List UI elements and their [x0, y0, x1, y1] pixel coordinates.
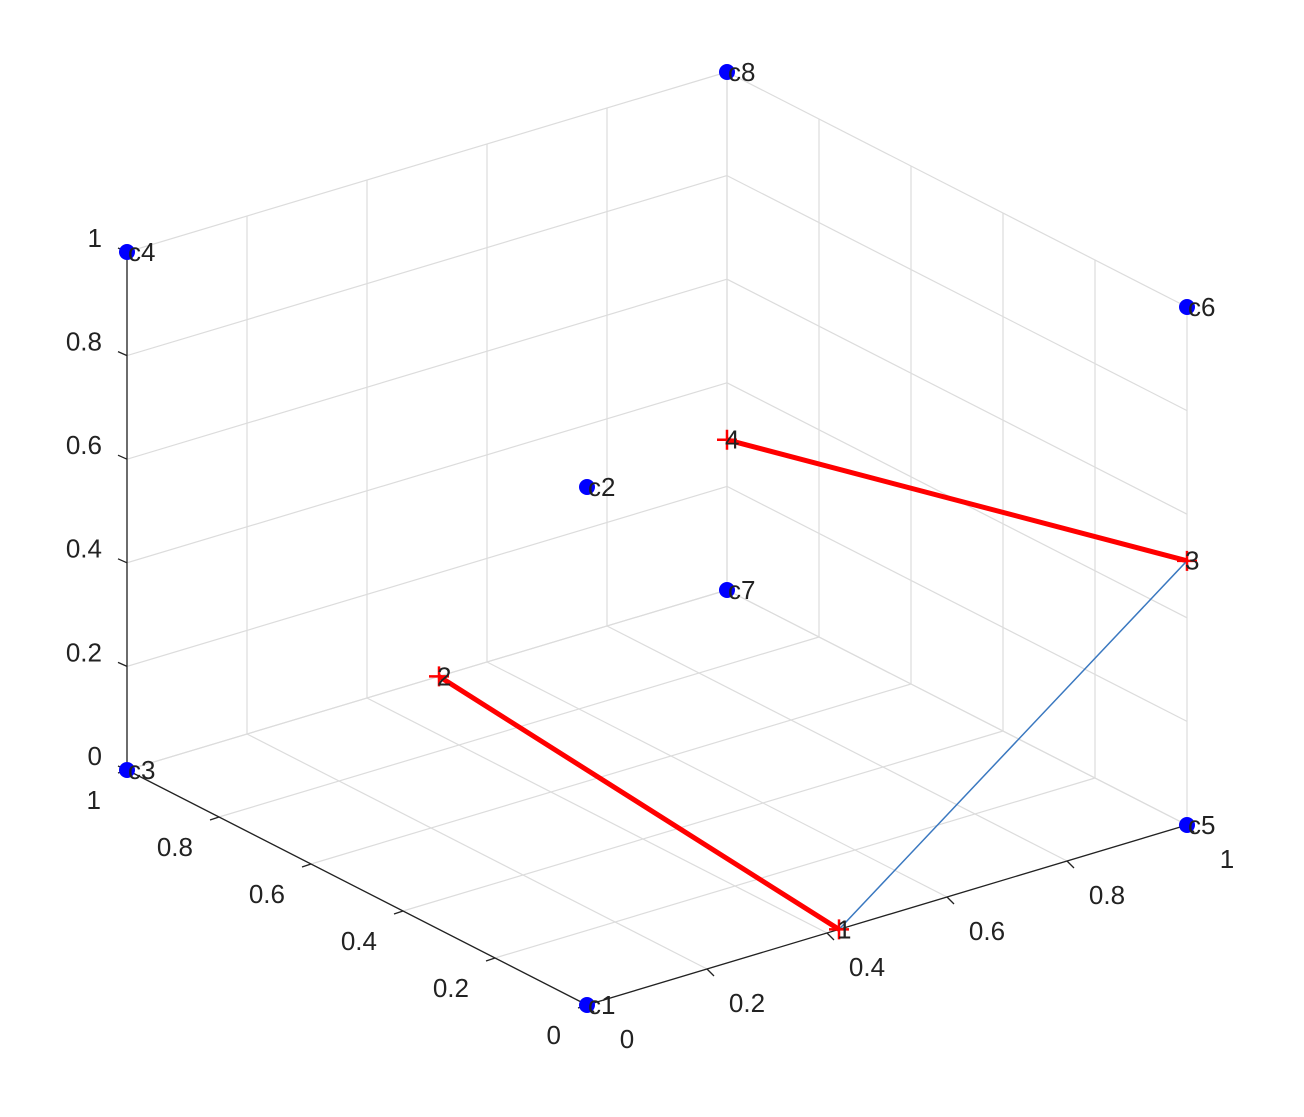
- path-point: [829, 919, 849, 940]
- point-label: c1: [588, 990, 615, 1020]
- grid-line: [402, 730, 1004, 912]
- point-label: c3: [128, 755, 155, 785]
- z-tick: [117, 661, 128, 667]
- grid-line: [126, 278, 728, 460]
- point: [719, 582, 735, 598]
- x-axis: [586, 824, 1188, 1006]
- point: [119, 244, 135, 260]
- z-tick: [117, 454, 128, 460]
- y-tick: [209, 816, 220, 821]
- y-tick-label: 0: [547, 1020, 561, 1050]
- grid-line: [726, 485, 1188, 722]
- x-tick-label: 0.8: [1089, 880, 1125, 910]
- path-point: [1177, 550, 1197, 571]
- path-label: 1: [837, 914, 851, 944]
- y-tick-label: 0.4: [341, 926, 377, 956]
- grid-line: [126, 589, 728, 771]
- grid-line: [726, 589, 1188, 826]
- x-tick: [706, 968, 715, 977]
- grid-line: [126, 175, 728, 357]
- point: [579, 997, 595, 1013]
- point-label: c5: [1188, 810, 1215, 840]
- grid-line: [126, 382, 728, 564]
- y-tick: [301, 863, 312, 868]
- path-label: 2: [437, 661, 451, 691]
- grid-line: [126, 71, 728, 253]
- grid-line: [366, 697, 828, 934]
- point-label: c4: [128, 237, 155, 267]
- y-tick-label: 0.8: [157, 832, 193, 862]
- y-tick: [485, 957, 496, 962]
- path-label: 4: [725, 425, 739, 455]
- grid-line: [486, 661, 948, 898]
- point: [579, 479, 595, 495]
- grid-line: [726, 175, 1188, 412]
- point: [719, 64, 735, 80]
- grid-line: [726, 278, 1188, 515]
- y-tick-label: 0.6: [249, 879, 285, 909]
- link-line: [726, 437, 1188, 564]
- grid-line: [126, 485, 728, 667]
- x-tick: [946, 896, 955, 905]
- z-tick: [117, 558, 128, 564]
- point-label: c2: [588, 472, 615, 502]
- z-tick-label: 0.4: [66, 534, 102, 564]
- point: [119, 762, 135, 778]
- z-tick-label: 0.6: [66, 430, 102, 460]
- point-label: c7: [728, 575, 755, 605]
- x-tick-label: 1: [1220, 844, 1234, 874]
- point: [1179, 299, 1195, 315]
- path-label: 3: [1185, 546, 1199, 576]
- x-tick-label: 0.2: [729, 988, 765, 1018]
- y-axis: [126, 769, 588, 1006]
- path-point: [429, 666, 449, 687]
- point-label: c8: [728, 57, 755, 87]
- grid-line: [494, 777, 1096, 959]
- x-tick-label: 0.4: [849, 952, 885, 982]
- y-tick: [393, 910, 404, 915]
- x-tick-label: 0: [620, 1024, 634, 1054]
- z-tick-label: 0.8: [66, 326, 102, 356]
- x-tick: [826, 932, 835, 941]
- point-label: c6: [1188, 292, 1215, 322]
- z-tick-label: 1: [88, 223, 102, 253]
- grid-line: [246, 733, 708, 970]
- path-point: [717, 429, 737, 450]
- y-tick-label: 1: [87, 785, 101, 815]
- grid-line: [726, 71, 1188, 308]
- z-tick: [117, 351, 128, 357]
- link-line: [437, 674, 841, 932]
- grid-line: [310, 683, 912, 865]
- grid-line: [606, 625, 1068, 862]
- z-tick-label: 0: [88, 741, 102, 771]
- point: [1179, 817, 1195, 833]
- link-line: [838, 560, 1188, 930]
- x-tick-label: 0.6: [969, 916, 1005, 946]
- y-tick-label: 0.2: [433, 973, 469, 1003]
- x-tick: [1066, 860, 1075, 869]
- z-tick-label: 0.2: [66, 637, 102, 667]
